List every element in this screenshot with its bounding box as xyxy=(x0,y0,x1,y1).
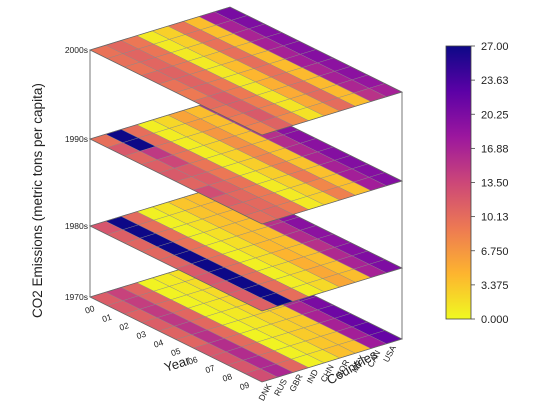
colorbar-tick-label: 3.375 xyxy=(481,280,509,292)
z-tick-label: 1980s xyxy=(65,221,88,231)
year-tick-label: 00 xyxy=(84,303,96,316)
colorbar-tick-label: 27.00 xyxy=(481,41,509,53)
year-tick-label: 04 xyxy=(152,337,164,350)
country-tick-label: GBR xyxy=(287,372,304,393)
layer-outline xyxy=(88,6,404,136)
year-tick-label: 05 xyxy=(170,346,182,359)
colorbar xyxy=(445,45,472,320)
colorbar-tick-label: 16.88 xyxy=(481,143,509,155)
colorbar-tick-label: 10.13 xyxy=(481,212,509,224)
colorbar-tick-label: 23.63 xyxy=(481,75,509,87)
country-tick-label: RUS xyxy=(272,377,289,398)
layer-2000s xyxy=(88,6,404,136)
year-tick-label: 01 xyxy=(101,312,113,325)
z-axis-title: CO2 Emissions (metric tons per capita) xyxy=(30,83,45,318)
layer-outline xyxy=(88,182,404,312)
x-tick-labels: 00 01 02 03 04 05 06 07 08 09 xyxy=(84,303,251,392)
year-tick-label: 08 xyxy=(221,371,233,384)
year-tick-label: 09 xyxy=(238,380,250,393)
country-tick-label: USA xyxy=(381,343,398,363)
colorbar-tick-label: 20.25 xyxy=(481,109,509,121)
layer-1970s xyxy=(88,253,404,383)
heatmap-layers xyxy=(88,6,404,383)
colorbar-tick-label: 13.50 xyxy=(481,178,509,190)
colorbar-tick-label: 0.000 xyxy=(481,314,509,326)
z-tick-label: 1970s xyxy=(65,292,88,302)
z-level-labels: 1970s 1980s 1990s 2000s xyxy=(65,45,88,302)
year-tick-label: 02 xyxy=(118,320,130,333)
country-tick-label: DNK xyxy=(256,382,273,403)
year-tick-label: 03 xyxy=(135,329,147,342)
colorbar-tick-label: 6.750 xyxy=(481,246,509,258)
z-tick-label: 1990s xyxy=(65,134,88,144)
x-axis-title: Year xyxy=(162,352,192,375)
country-tick-label: IND xyxy=(305,368,321,386)
layer-1980s xyxy=(88,182,404,312)
z-tick-label: 2000s xyxy=(65,45,88,55)
year-tick-label: 06 xyxy=(187,354,199,367)
year-tick-label: 07 xyxy=(204,363,216,376)
colorbar-tick-labels: 27.00 23.63 20.25 16.88 13.50 10.13 6.750 3.375… xyxy=(471,41,509,326)
layer-outline xyxy=(88,95,404,225)
